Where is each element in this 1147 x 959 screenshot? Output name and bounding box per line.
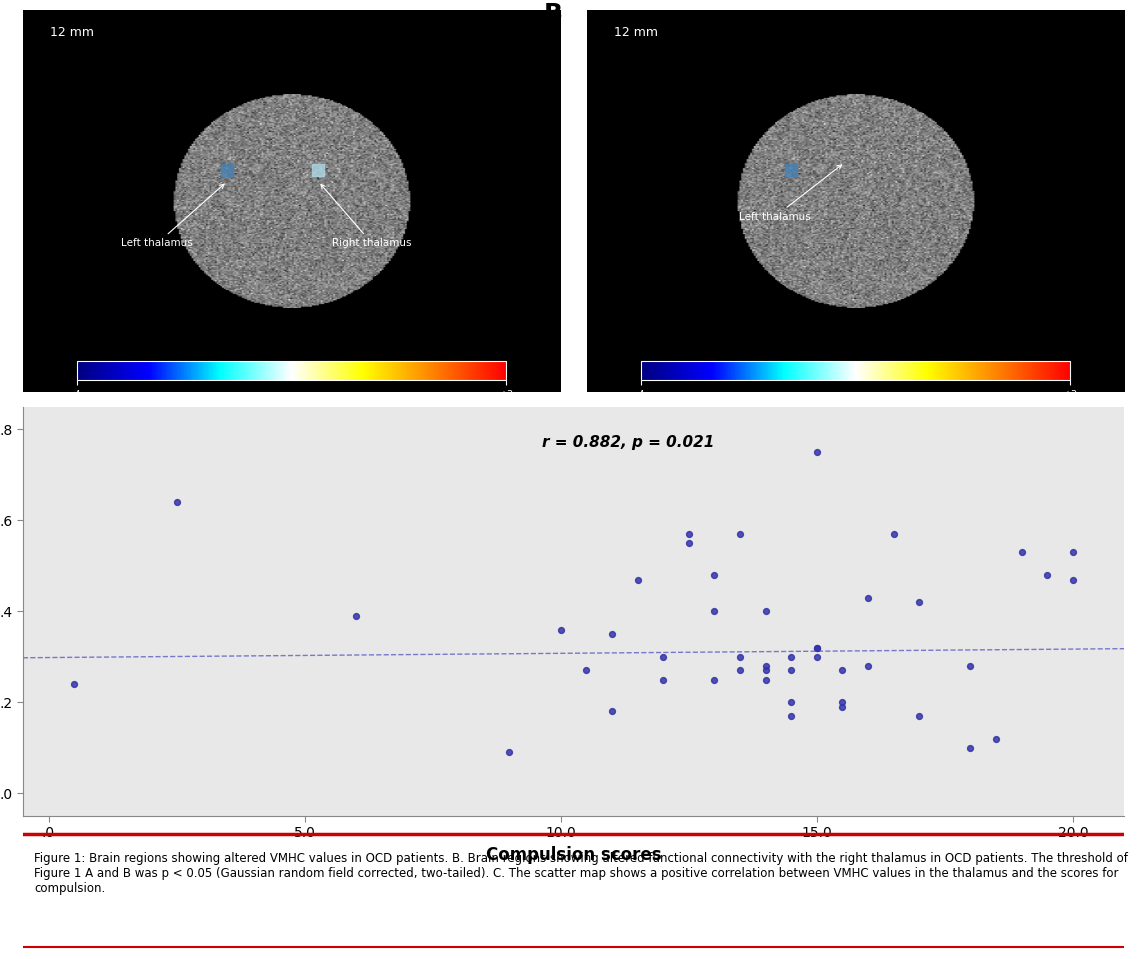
Point (961, 740, 980, 756)
Point (705, 604, 724, 620)
Point (218, 162, 236, 177)
Text: Figure 1: Brain regions showing altered VMHC values in OCD patients. B. Brain re: Figure 1: Brain regions showing altered … (34, 853, 1128, 896)
Point (756, 663, 774, 678)
Point (782, 663, 801, 678)
Point (1063, 572, 1082, 587)
Point (807, 640, 826, 655)
Point (782, 649, 801, 665)
Point (859, 590, 877, 605)
Point (629, 572, 647, 587)
Text: Right thalamus: Right thalamus (321, 184, 412, 248)
Point (961, 658, 980, 673)
Point (986, 731, 1005, 746)
Point (705, 568, 724, 583)
Text: 12 mm: 12 mm (614, 26, 657, 39)
Text: B: B (544, 2, 563, 26)
Point (654, 672, 672, 688)
Point (782, 694, 801, 710)
Point (807, 649, 826, 665)
Point (577, 663, 595, 678)
Point (731, 526, 749, 542)
Point (910, 709, 928, 724)
X-axis label: Compulsion scores: Compulsion scores (485, 846, 662, 864)
Point (756, 672, 774, 688)
Text: 12 mm: 12 mm (49, 26, 94, 39)
Point (910, 595, 928, 610)
Point (310, 162, 328, 177)
Point (833, 694, 851, 710)
Point (500, 745, 518, 760)
Point (1038, 568, 1056, 583)
Point (705, 672, 724, 688)
Point (807, 445, 826, 460)
Point (65, 676, 84, 691)
Point (833, 663, 851, 678)
Point (552, 621, 570, 637)
Point (654, 649, 672, 665)
Point (731, 663, 749, 678)
Point (167, 495, 186, 510)
Point (756, 604, 774, 620)
Point (859, 658, 877, 673)
Point (1013, 545, 1031, 560)
Point (1063, 545, 1082, 560)
Point (782, 709, 801, 724)
Point (679, 535, 697, 550)
Point (782, 162, 801, 177)
Point (679, 526, 697, 542)
Point (884, 526, 903, 542)
Text: r = 0.882, p = 0.021: r = 0.882, p = 0.021 (543, 435, 715, 451)
Point (807, 640, 826, 655)
Point (602, 704, 621, 719)
Point (756, 658, 774, 673)
Text: Left thalamus: Left thalamus (122, 184, 224, 248)
Point (731, 649, 749, 665)
Point (833, 699, 851, 714)
Point (346, 608, 365, 623)
Text: Left thalamus: Left thalamus (739, 165, 842, 222)
Point (602, 626, 621, 642)
